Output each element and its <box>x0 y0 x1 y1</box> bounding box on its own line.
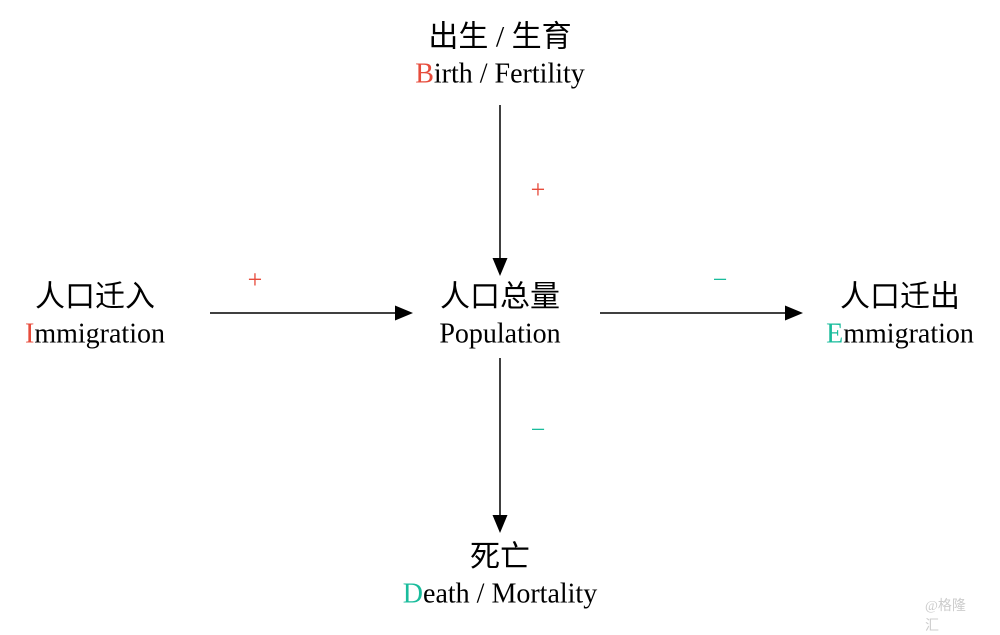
sign-left: + <box>248 265 263 295</box>
sign-bottom: − <box>531 415 546 445</box>
sign-top: + <box>531 175 546 205</box>
sign-right: − <box>713 265 728 295</box>
watermark: @格隆汇 <box>925 595 975 635</box>
arrows-layer <box>0 0 1000 630</box>
